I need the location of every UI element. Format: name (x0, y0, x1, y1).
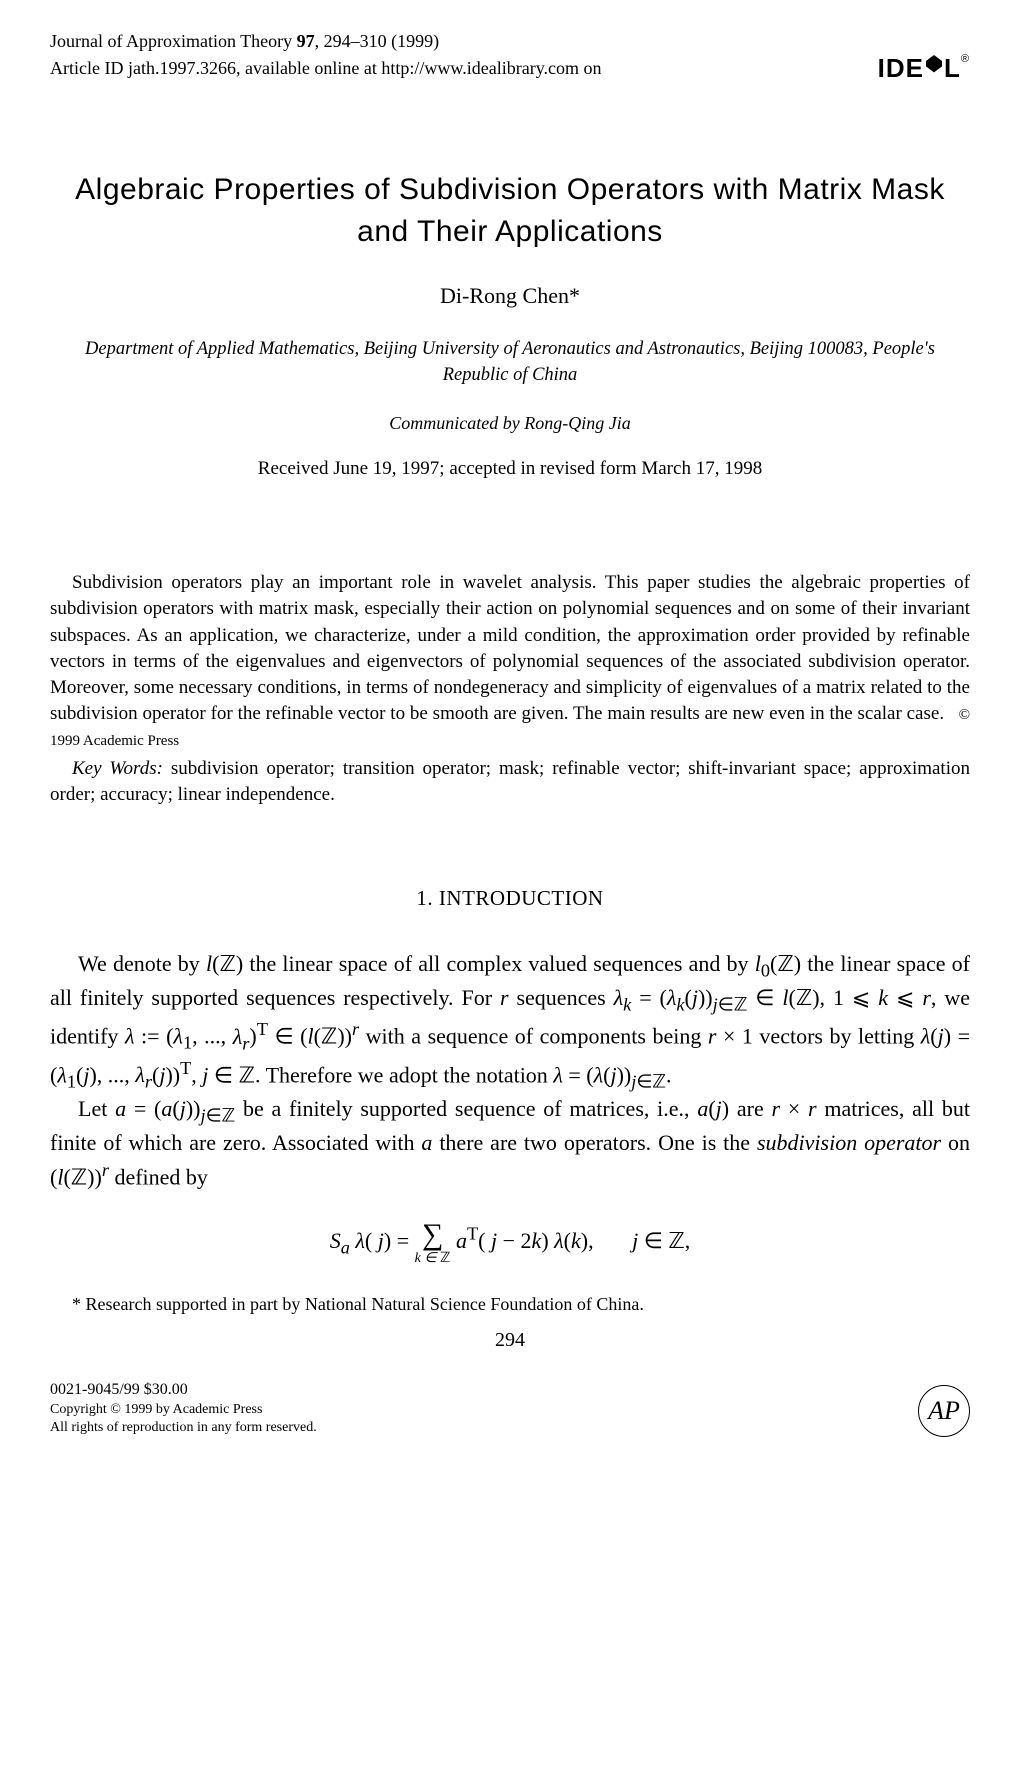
abstract-body: Subdivision operators play an important … (50, 572, 970, 724)
equation-subdivision-operator: Sa λ( j) = ∑k ∈ ℤ aT( j − 2k) λ(k), j ∈ … (50, 1220, 970, 1266)
ideal-logo: IDE L® (878, 53, 970, 84)
page-container: Journal of Approximation Theory 97, 294–… (0, 0, 1020, 1467)
article-title: Algebraic Properties of Subdivision Oper… (50, 169, 970, 253)
page-range-year: , 294–310 (1999) (315, 31, 440, 51)
affiliation: Department of Applied Mathematics, Beiji… (50, 337, 970, 389)
journal-name: Journal of Approximation Theory (50, 31, 297, 51)
title-block: Algebraic Properties of Subdivision Oper… (50, 169, 970, 253)
copyright-line-1: Copyright © 1999 by Academic Press (50, 1401, 317, 1419)
issn-price: 0021-9045/99 $30.00 (50, 1380, 317, 1401)
intro-para-1: We denote by l(ℤ) the linear space of al… (50, 949, 970, 1094)
page-footer: 0021-9045/99 $30.00 Copyright © 1999 by … (50, 1352, 970, 1437)
author-footnote: * Research supported in part by National… (50, 1294, 970, 1315)
page-number: 294 (50, 1329, 970, 1352)
keywords-block: Key Words: subdivision operator; transit… (50, 756, 970, 808)
keywords-list: subdivision operator; transition operato… (50, 758, 970, 805)
academic-press-logo: AP (918, 1385, 970, 1437)
ideal-logo-icon (922, 53, 946, 77)
keywords-label: Key Words: (72, 758, 163, 779)
abstract: Subdivision operators play an important … (50, 570, 970, 754)
intro-para-2: Let a = (a(j))j∈ℤ be a finitely supporte… (50, 1094, 970, 1192)
article-id-line: Article ID jath.1997.3266, available onl… (50, 57, 602, 80)
communicated-by: Communicated by Rong-Qing Jia (50, 413, 970, 434)
ap-logo-text: AP (928, 1396, 960, 1426)
copyright-line-2: All rights of reproduction in any form r… (50, 1419, 317, 1437)
ideal-logo-text-2: L (944, 53, 961, 84)
footer-left: 0021-9045/99 $30.00 Copyright © 1999 by … (50, 1380, 317, 1437)
running-header: Journal of Approximation Theory 97, 294–… (50, 30, 970, 84)
registered-mark: ® (961, 53, 970, 65)
journal-ref-line: Journal of Approximation Theory 97, 294–… (50, 30, 970, 53)
ideal-logo-text-1: IDE (878, 53, 924, 84)
author-name: Di-Rong Chen* (50, 283, 970, 309)
received-accepted-dates: Received June 19, 1997; accepted in revi… (50, 458, 970, 480)
section-heading: 1. INTRODUCTION (50, 886, 970, 911)
volume-number: 97 (297, 31, 315, 51)
